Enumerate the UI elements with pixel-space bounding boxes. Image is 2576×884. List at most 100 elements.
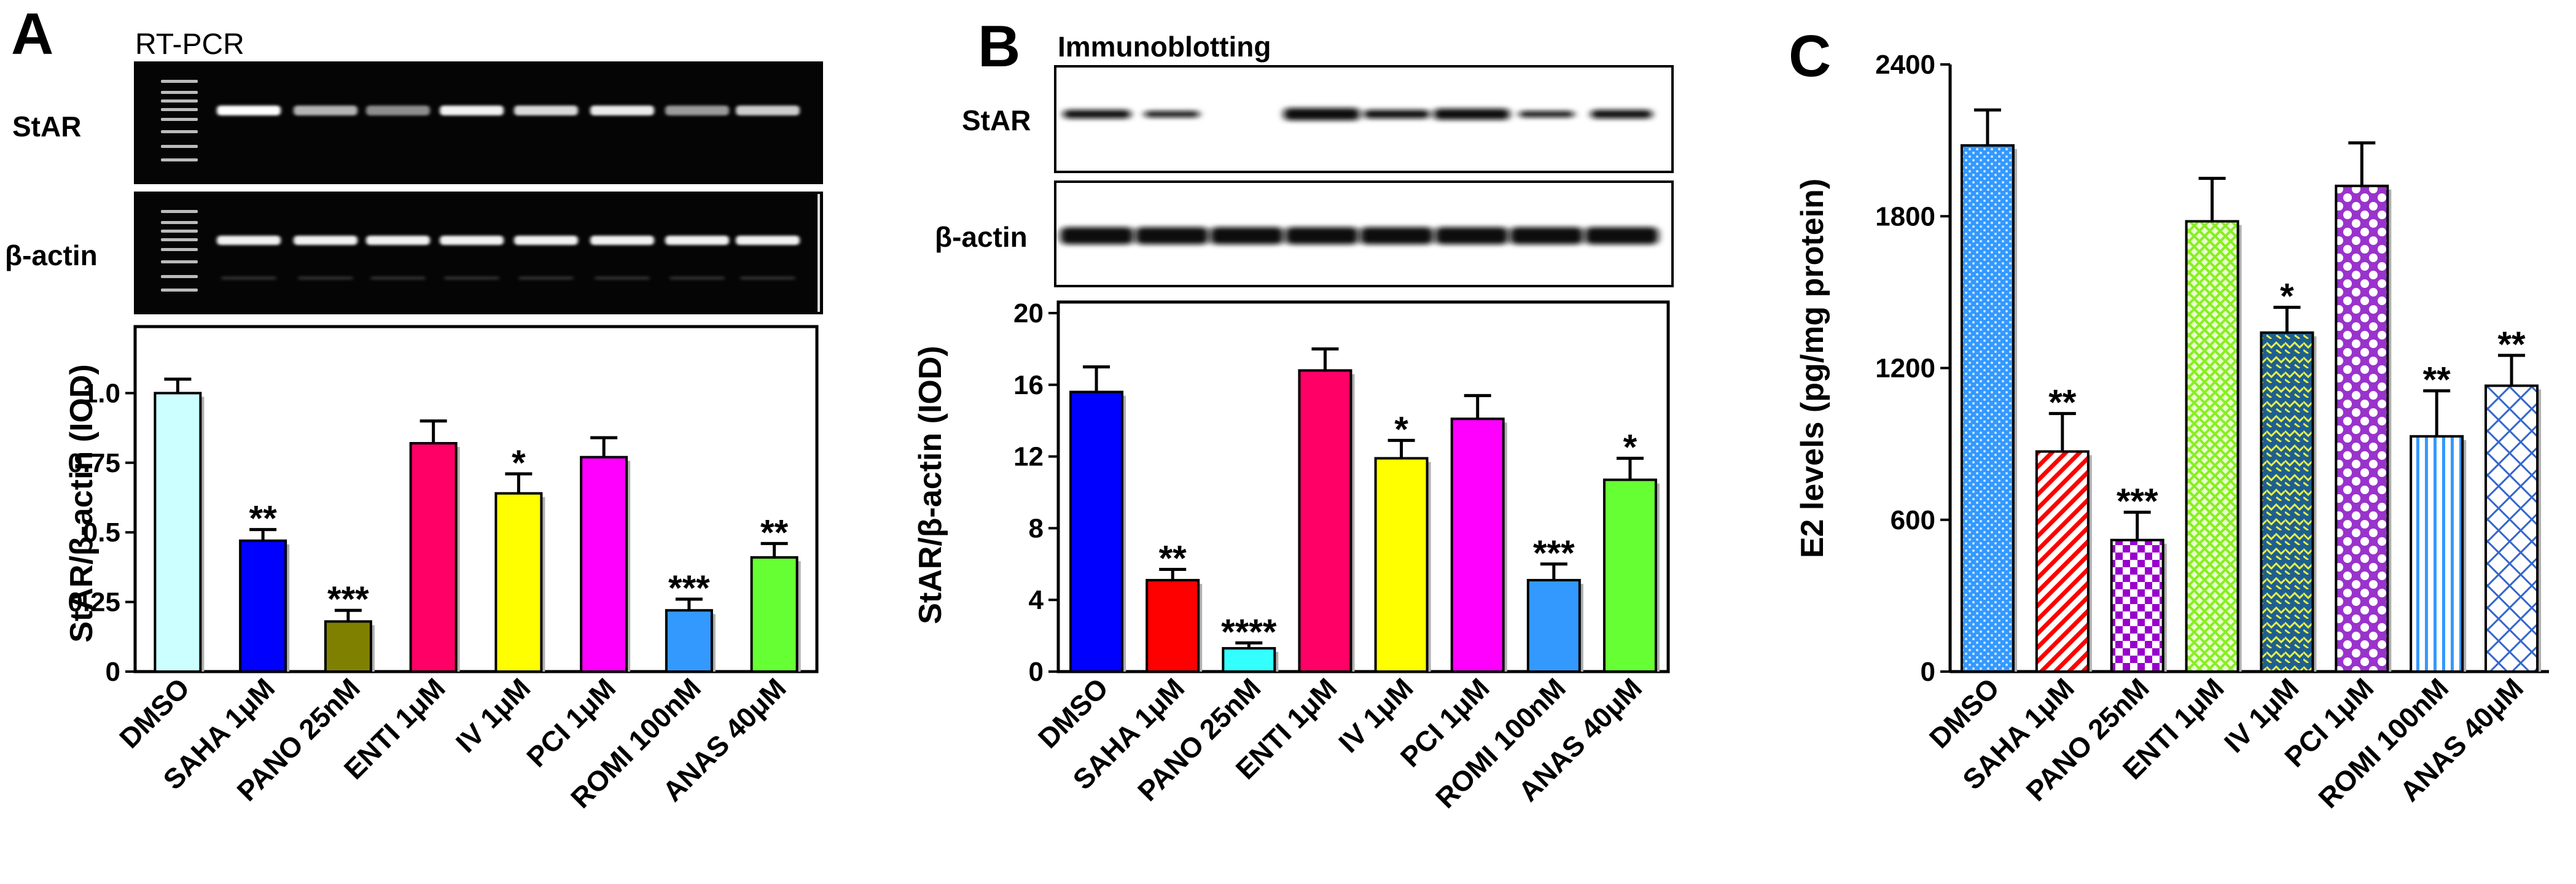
bar [324, 620, 372, 673]
bar [580, 456, 628, 673]
star-band-a [514, 106, 578, 115]
plot-frame [1056, 300, 1670, 673]
faint-band-a [298, 276, 353, 280]
bands-actin-a [217, 236, 800, 280]
plot-frame [133, 325, 819, 673]
significance-marker: ** [760, 513, 789, 552]
bar [494, 492, 543, 673]
star-band-a [217, 106, 281, 115]
bar [2035, 450, 2090, 673]
star-band-b [1144, 111, 1200, 117]
ladder-band [161, 289, 198, 292]
significance-marker: ** [1159, 539, 1187, 579]
band-label-star-a: StAR [12, 110, 81, 142]
bar [1960, 144, 2015, 673]
actin-band-b [1360, 227, 1434, 244]
y-axis-label: StAR/β-actin (IOD) [64, 364, 100, 643]
ladder-band [161, 80, 198, 83]
faint-band-a [595, 276, 650, 280]
panel-label-c: C [1789, 23, 1831, 89]
actin-band-b [1060, 227, 1134, 244]
y-tick-label: 20 [1013, 298, 1044, 328]
faint-band-a [740, 276, 795, 280]
star-band-a [366, 106, 430, 115]
star-band-b [1434, 109, 1510, 120]
actin-band-a [590, 236, 654, 245]
y-axis-label: StAR/β-actin (IOD) [913, 346, 948, 624]
actin-band-a [217, 236, 281, 245]
gel-star-a [134, 61, 823, 184]
y-tick-label: 0 [1921, 657, 1935, 687]
actin-band-a [514, 236, 578, 245]
y-tick-label: 1800 [1875, 201, 1935, 231]
ladder-band [161, 275, 198, 278]
faint-band-a [444, 276, 499, 280]
bar [1526, 579, 1581, 673]
ladder-band [161, 260, 198, 263]
bar [665, 609, 713, 673]
faint-band-a [518, 276, 574, 280]
bar [409, 442, 458, 673]
ladder-band [161, 130, 198, 133]
actin-band-a [736, 236, 800, 245]
ladder-band [161, 221, 198, 224]
y-tick-label: 0.5 [83, 518, 120, 548]
y-tick-label: 8 [1029, 513, 1044, 543]
star-band-b [1364, 110, 1430, 118]
y-tick-label: 4 [1029, 585, 1044, 615]
y-tick-label: 1.0 [83, 378, 120, 408]
panel-label-b: B [978, 14, 1020, 79]
x-tick-label: ROMI 100nM [1429, 672, 1572, 814]
significance-marker: *** [668, 568, 710, 608]
actin-band-a [665, 236, 729, 245]
panel-a-method: RT-PCR [135, 28, 244, 61]
star-band-b [1284, 108, 1360, 120]
y-tick-label: 0.75 [68, 448, 120, 478]
y-tick-label: 16 [1013, 370, 1044, 400]
bar [1450, 417, 1505, 673]
gel-actin-a [134, 192, 823, 314]
x-tick-label: DMSO [113, 672, 195, 754]
actin-band-a [366, 236, 430, 245]
x-tick-label: IV 1μM [450, 672, 537, 759]
actin-band-b [1510, 227, 1583, 244]
star-band-b [1591, 110, 1652, 118]
band-label-actin-b: β-actin [935, 221, 1028, 253]
bar [2260, 331, 2314, 673]
bar [154, 392, 202, 673]
ladder-band [161, 158, 198, 161]
significance-marker: ** [249, 499, 278, 539]
actin-band-b [1585, 227, 1658, 244]
significance-marker: ** [2423, 360, 2451, 400]
significance-marker: **** [1221, 612, 1277, 652]
ladder-band [161, 99, 198, 103]
panel-b-method: Immunoblotting [1058, 31, 1271, 63]
star-band-a [294, 106, 357, 115]
star-band-a [590, 106, 654, 115]
star-band-a [665, 106, 729, 115]
bands-star-b [1063, 108, 1652, 120]
significance-marker: ** [2048, 383, 2077, 423]
band-label-star-b: StAR [962, 104, 1031, 136]
actin-band-b [1435, 227, 1509, 244]
panel-label-a: A [11, 1, 53, 67]
bar [1222, 647, 1276, 673]
significance-marker: * [512, 443, 526, 483]
bar [1298, 369, 1352, 673]
bar [750, 556, 798, 673]
bar [239, 539, 287, 673]
ladder-band [161, 238, 198, 241]
bar [1069, 390, 1124, 673]
actin-band-b [1285, 227, 1359, 244]
chart-c: 0 600 1200 1800 2400 E2 levels (pg/mg protein… [1795, 50, 2549, 814]
star-band-b [1519, 111, 1574, 117]
significance-marker: * [1623, 428, 1637, 468]
actin-band-b [1135, 227, 1209, 244]
significance-marker: *** [2117, 481, 2158, 521]
faint-band-a [370, 276, 426, 280]
ladder-band [161, 118, 198, 121]
bands-star-a [217, 106, 800, 115]
star-band-a [440, 106, 504, 115]
actin-band-a [294, 236, 357, 245]
